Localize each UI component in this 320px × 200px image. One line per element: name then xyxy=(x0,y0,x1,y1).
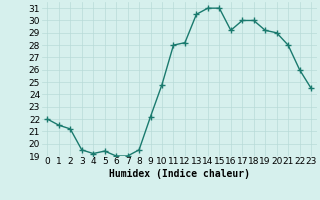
X-axis label: Humidex (Indice chaleur): Humidex (Indice chaleur) xyxy=(109,169,250,179)
